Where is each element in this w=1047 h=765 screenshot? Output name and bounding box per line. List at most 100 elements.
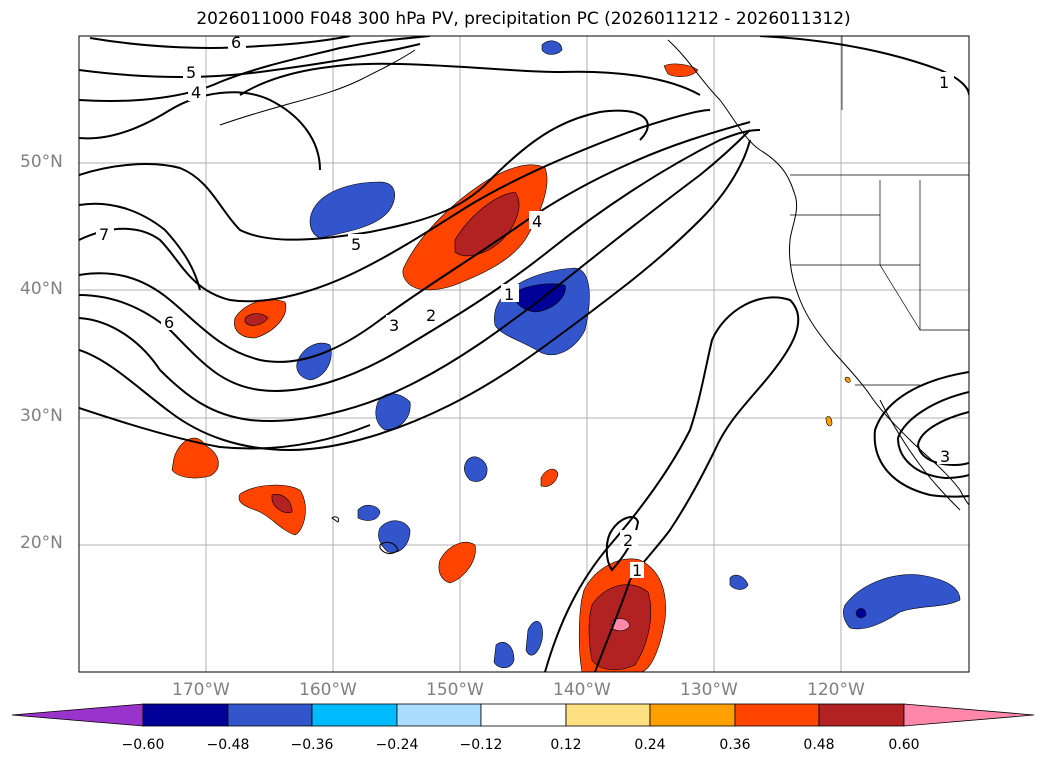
pv-contour-6-top — [89, 36, 351, 49]
map-frame — [78, 35, 970, 673]
pv-contour-low-3 — [916, 411, 969, 467]
precip-red-core — [454, 191, 520, 257]
lon-label: 170°W — [172, 680, 230, 700]
contour-label: 1 — [504, 285, 514, 304]
precip-blue-blob — [378, 520, 411, 553]
colorbar-extend-high — [903, 703, 1035, 727]
lon-label: 130°W — [680, 680, 738, 700]
precip-blue-blob — [357, 504, 381, 521]
precip-blue-blob — [729, 574, 749, 590]
colorbar-swatch — [649, 703, 736, 727]
pv-contour-5-top — [79, 43, 421, 79]
pv-contour-4-jet — [79, 109, 711, 303]
colorbar-swatch — [311, 703, 398, 727]
colorbar-extend-low — [11, 703, 144, 727]
pv-contour-3 — [79, 121, 751, 363]
idaho-border — [919, 180, 969, 331]
pv-contour-1 — [79, 129, 751, 422]
precip-orange-blob — [171, 437, 219, 479]
colorbar-swatch — [480, 703, 567, 727]
contour-label: 3 — [389, 316, 399, 335]
colorbar — [11, 703, 1035, 727]
precip-darkblue-core — [855, 608, 867, 619]
colorbar-tick-label: 0.48 — [803, 737, 835, 753]
pv-contour-7 — [79, 202, 201, 291]
contour-label: 6 — [164, 313, 174, 332]
gridlines — [79, 36, 969, 672]
contour-label: 1 — [632, 561, 642, 580]
colorbar-tick-label: 0.24 — [634, 737, 666, 753]
contour-label: 7 — [99, 225, 109, 244]
precip-orange-blob — [540, 468, 559, 487]
precip-orange-blob — [825, 416, 833, 427]
precip-blue-blob — [309, 181, 395, 239]
precip-orange-blob — [663, 63, 699, 77]
hawaii — [379, 541, 399, 555]
contour-label: 1 — [939, 73, 949, 92]
lat-label: 30°N — [20, 406, 63, 426]
colorbar-tick-label: 0.60 — [888, 737, 920, 753]
colorbar-tick-label: 0.36 — [719, 737, 751, 753]
pv-contour-low — [79, 407, 371, 450]
precip-blue-blob — [843, 574, 961, 630]
lon-label: 140°W — [553, 680, 611, 700]
contour-label: 6 — [231, 33, 241, 52]
pv-contour-1-ridge — [544, 296, 800, 672]
colorbar-swatch — [142, 703, 229, 727]
lon-label: 160°W — [299, 680, 357, 700]
precip-orange-blob — [438, 541, 476, 584]
contour-label: 2 — [426, 306, 436, 325]
baja-california — [879, 399, 961, 511]
contour-label: 3 — [940, 447, 950, 466]
contour-label: 2 — [623, 531, 633, 550]
colorbar-tick-label: −0.24 — [375, 737, 419, 753]
political-borders — [790, 36, 969, 386]
pv-contour-low-1 — [873, 371, 969, 498]
contour-label: 5 — [186, 63, 196, 82]
lon-label: 150°W — [426, 680, 484, 700]
map-title: 2026011000 F048 300 hPa PV, precipitatio… — [196, 9, 851, 29]
colorbar-tick-label: −0.12 — [459, 737, 503, 753]
pv-contour-labels: 6 5 4 7 6 5 4 3 2 1 2 1 1 3 — [96, 33, 955, 580]
colorbar-swatch — [227, 703, 313, 727]
precip-positive-areas — [171, 63, 851, 672]
precip-red-core — [244, 313, 269, 326]
lon-label: 120°W — [807, 680, 865, 700]
precip-blue-blob — [493, 641, 515, 669]
colorbar-tick-label: −0.60 — [121, 737, 165, 753]
pv-contour-north-band — [239, 62, 701, 96]
pv-contour-2 — [79, 129, 761, 392]
alaska-islands — [219, 49, 416, 126]
precip-orange-blob — [238, 484, 306, 536]
contour-label: 4 — [532, 212, 542, 231]
pv-contour-4-top — [79, 36, 431, 103]
colorbar-swatch — [565, 703, 651, 727]
pv-contour-outer — [79, 139, 751, 452]
precip-pink-core — [611, 618, 631, 632]
lat-label: 50°N — [20, 152, 63, 172]
pv-contour-low-2 — [896, 391, 969, 480]
precip-blue-blob — [525, 621, 543, 656]
pv-contour-6-mid — [79, 91, 321, 171]
pv-contour-1-ne — [759, 36, 969, 96]
colorbar-tick-label: 0.12 — [550, 737, 582, 753]
lat-label: 20°N — [20, 533, 63, 553]
pv-contour-trough-5 — [79, 109, 649, 241]
colorbar-tick-label: −0.36 — [290, 737, 334, 753]
map-background — [79, 36, 969, 672]
precip-blue-blob — [541, 40, 563, 55]
lat-label: 40°N — [20, 279, 63, 299]
precip-blue-blob — [464, 456, 488, 482]
pv-contours — [79, 36, 969, 672]
colorbar-swatch — [818, 703, 905, 727]
precip-orange-blob — [844, 376, 851, 383]
hawaii-small — [331, 516, 339, 523]
colorbar-tick-label: −0.48 — [206, 737, 250, 753]
precip-red-core — [271, 494, 293, 513]
contour-label: 4 — [191, 83, 201, 102]
nevada-border — [879, 180, 921, 331]
colorbar-swatch — [396, 703, 482, 727]
colorbar-swatch — [734, 703, 820, 727]
contour-label: 5 — [351, 235, 361, 254]
